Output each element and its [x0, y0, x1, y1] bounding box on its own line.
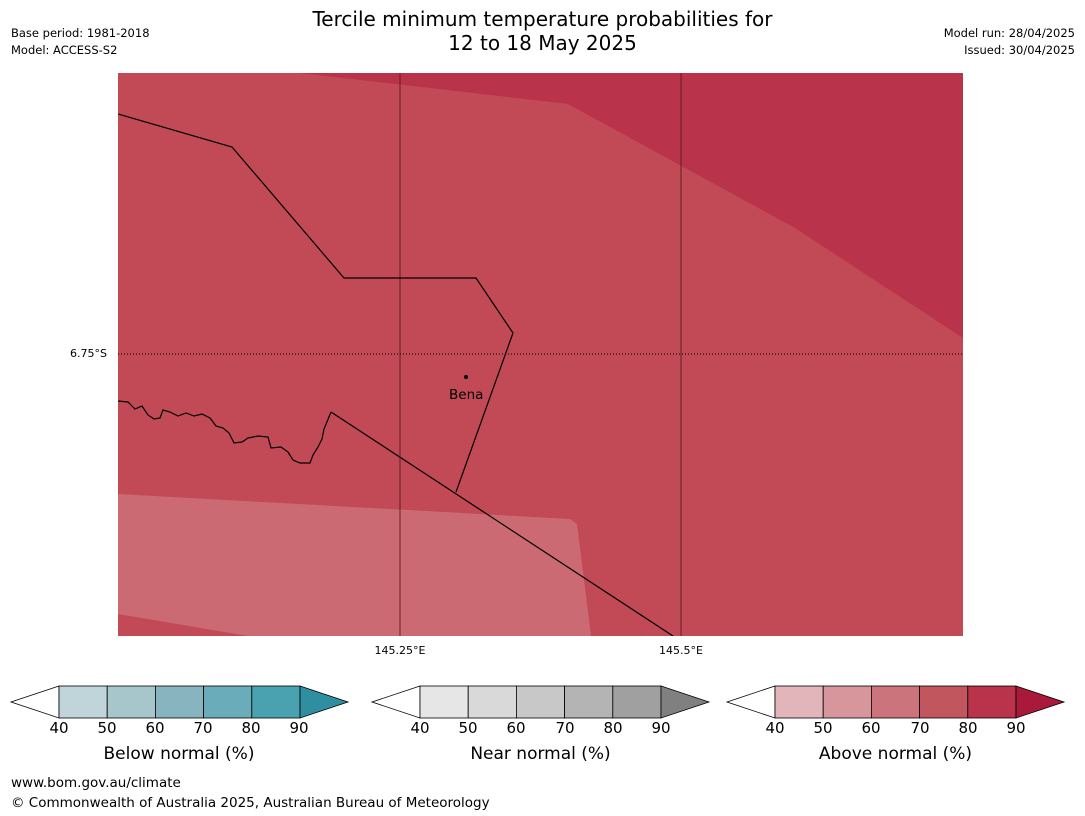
title-line-1: Tercile minimum temperature probabilitie…	[312, 7, 773, 31]
colorbar-above-extend-high	[1015, 685, 1066, 719]
colorbar-above-segment	[967, 685, 1017, 719]
chart-title: Tercile minimum temperature probabilitie…	[0, 7, 1085, 55]
colorbar-above-extend-low	[725, 685, 776, 719]
base-period: Base period: 1981-2018	[11, 26, 150, 40]
cb-above-tick: 90	[1006, 719, 1026, 737]
place-label-bena: Bena	[449, 387, 484, 403]
cb-above-tick: 80	[958, 719, 978, 737]
colorbar-near-segment	[516, 685, 566, 719]
cb-near-tick: 60	[506, 719, 526, 737]
cb-near-tick: 80	[603, 719, 623, 737]
colorbar-above-segment	[871, 685, 921, 719]
river-boundary	[118, 400, 332, 464]
bena-marker-icon	[464, 375, 468, 379]
cb-above-tick: 60	[861, 719, 881, 737]
province-boundary-south	[330, 411, 674, 636]
colorbar-below-extend-high	[299, 685, 350, 719]
province-boundary	[118, 113, 514, 493]
cb-below-tick: 60	[145, 719, 165, 737]
cb-below-tick: 80	[241, 719, 261, 737]
model-name: Model: ACCESS-S2	[11, 43, 118, 57]
colorbar-below-segment	[251, 685, 301, 719]
colorbar-near-extend-low	[370, 685, 421, 719]
colorbar-below-segment	[106, 685, 156, 719]
cb-below-tick: 90	[289, 719, 309, 737]
cb-below-tick: 50	[97, 719, 117, 737]
colorbar-below-segment	[58, 685, 108, 719]
issued-date: Issued: 30/04/2025	[964, 43, 1075, 57]
colorbar-above-segment	[774, 685, 824, 719]
title-line-2: 12 to 18 May 2025	[448, 31, 637, 55]
longitude-label-2: 145.5°E	[659, 644, 703, 657]
footer-copyright: © Commonwealth of Australia 2025, Austra…	[11, 795, 490, 811]
colorbar-below-extend-low	[9, 685, 60, 719]
probability-map	[118, 73, 963, 636]
colorbar-near-segment	[564, 685, 614, 719]
region-above-60-70	[118, 494, 591, 636]
cb-below-label: Below normal (%)	[103, 744, 255, 764]
cb-below-tick: 40	[49, 719, 69, 737]
cb-near-tick: 40	[410, 719, 430, 737]
model-run: Model run: 28/04/2025	[943, 26, 1075, 40]
colorbar-above-segment	[822, 685, 872, 719]
colorbar-above-segment	[919, 685, 969, 719]
colorbar-below-segment	[154, 685, 204, 719]
cb-below-tick: 70	[193, 719, 213, 737]
colorbar-near-segment	[467, 685, 517, 719]
colorbar-near-segment	[612, 685, 662, 719]
cb-near-tick: 90	[651, 719, 671, 737]
cb-above-label: Above normal (%)	[818, 744, 973, 764]
colorbar-near-segment	[419, 685, 469, 719]
meta-left: Base period: 1981-2018 Model: ACCESS-S2	[11, 25, 150, 59]
cb-above-tick: 50	[813, 719, 833, 737]
footer-url: www.bom.gov.au/climate	[11, 775, 181, 791]
cb-near-tick: 70	[555, 719, 575, 737]
cb-near-tick: 50	[458, 719, 478, 737]
cb-near-label: Near normal (%)	[470, 744, 611, 764]
cb-above-tick: 40	[765, 719, 785, 737]
cb-above-tick: 70	[910, 719, 930, 737]
longitude-label-1: 145.25°E	[374, 644, 426, 657]
colorbars	[9, 685, 1066, 719]
meta-right: Model run: 28/04/2025 Issued: 30/04/2025	[944, 25, 1075, 59]
region-above-80-90	[300, 73, 963, 338]
colorbar-below-segment	[203, 685, 253, 719]
colorbar-near-extend-high	[660, 685, 711, 719]
latitude-label: 6.75°S	[70, 347, 107, 360]
